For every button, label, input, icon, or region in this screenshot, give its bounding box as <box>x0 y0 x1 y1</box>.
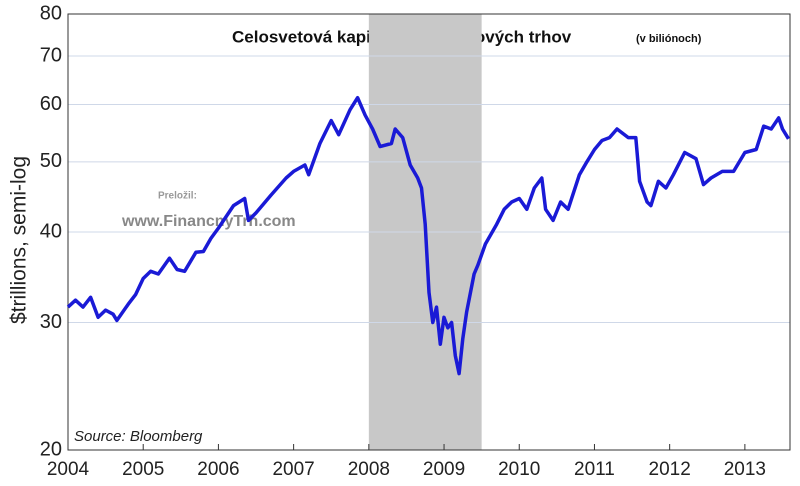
source-note: Source: Bloomberg <box>74 428 203 445</box>
x-tick-label: 2011 <box>574 459 615 480</box>
watermark-label: Preložil: <box>158 191 197 202</box>
x-tick-label: 2013 <box>724 459 766 480</box>
x-tick-label: 2004 <box>47 459 90 480</box>
y-tick-label: 40 <box>40 220 62 242</box>
y-axis-label: $trillions, semi-log <box>8 156 31 324</box>
plot-frame <box>67 13 791 451</box>
chart-subtitle: (v biliónoch) <box>636 33 702 45</box>
watermark-url: www.FinancnyTrh.com <box>121 213 296 230</box>
y-tick-label: 70 <box>40 44 62 66</box>
data-line <box>66 95 790 376</box>
y-tick-label: 60 <box>40 93 62 115</box>
x-tick-label: 2007 <box>272 459 314 480</box>
y-tick-label: 20 <box>40 438 62 460</box>
x-tick-label: 2008 <box>348 459 390 480</box>
y-tick-label: 50 <box>40 150 62 172</box>
x-tick-label: 2009 <box>423 459 465 480</box>
y-tick-label: 30 <box>40 311 62 333</box>
x-tick-label: 2010 <box>498 459 540 480</box>
y-tick-label: 80 <box>40 2 62 24</box>
x-tick-label: 2006 <box>197 459 239 480</box>
x-tick-label: 2005 <box>122 459 164 480</box>
x-tick-label: 2012 <box>649 459 691 480</box>
